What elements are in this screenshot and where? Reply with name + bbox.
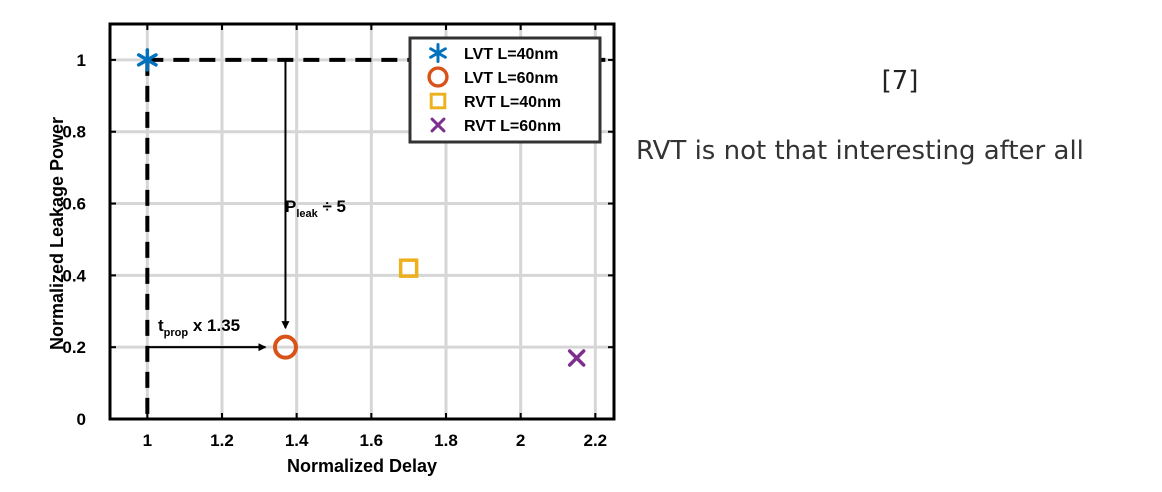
y-tick-label: 0.4 (62, 266, 86, 285)
legend-label-4: RVT L=60nm (464, 118, 561, 135)
reference-label: [7] (881, 66, 919, 96)
x-tick-label: 1.6 (360, 431, 384, 450)
x-tick-label: 1.2 (210, 431, 234, 450)
legend: LVT L=40nm LVT L=60nm RVT L=40nm RVT L=60nm (408, 36, 602, 144)
data-points (136, 48, 586, 367)
data-point-4 (567, 349, 586, 367)
data-point-1 (136, 48, 158, 72)
data-point-3 (398, 258, 419, 278)
comment-text: RVT is not that interesting after all (636, 136, 1084, 166)
legend-marker-2 (427, 66, 449, 88)
legend-label-3: RVT L=40nm (464, 94, 561, 111)
y-tick-label: 0.8 (62, 123, 86, 142)
data-point-2 (272, 334, 298, 360)
y-tick-label: 0 (77, 410, 86, 429)
legend-marker-1 (429, 43, 447, 63)
x-tick-label: 2.2 (584, 431, 608, 450)
guide-lines (145, 57, 614, 419)
axes: 1 1.2 1.4 1.6 1.8 2 2.2 0 0.2 0.4 0.6 0.8 1 (62, 22, 616, 450)
legend-marker-4 (430, 117, 446, 133)
legend-label-1: LVT L=40nm (464, 46, 558, 63)
x-tick-label: 1 (143, 431, 152, 450)
x-tick-label: 1.8 (434, 431, 458, 450)
annotations: tprop x 1.35 Pleak ÷ 5 (158, 197, 346, 339)
legend-marker-3 (429, 92, 447, 110)
y-tick-label: 0.6 (62, 195, 86, 214)
x-tick-label: 1.4 (285, 431, 309, 450)
y-axis-label: Normalized Leakage Power (47, 117, 67, 350)
x-axis-label: Normalized Delay (287, 456, 437, 476)
annotation-tprop: tprop x 1.35 (158, 316, 240, 339)
plot-frame (108, 22, 616, 421)
annotation-pleak: Pleak ÷ 5 (285, 197, 346, 220)
legend-label-2: LVT L=60nm (464, 70, 558, 87)
x-tick-label: 2 (516, 431, 525, 450)
scatter-chart: 1 1.2 1.4 1.6 1.8 2 2.2 0 0.2 0.4 0.6 0.8 1 tprop x … (47, 22, 616, 476)
y-tick-label: 1 (77, 51, 86, 70)
y-tick-label: 0.2 (62, 338, 86, 357)
